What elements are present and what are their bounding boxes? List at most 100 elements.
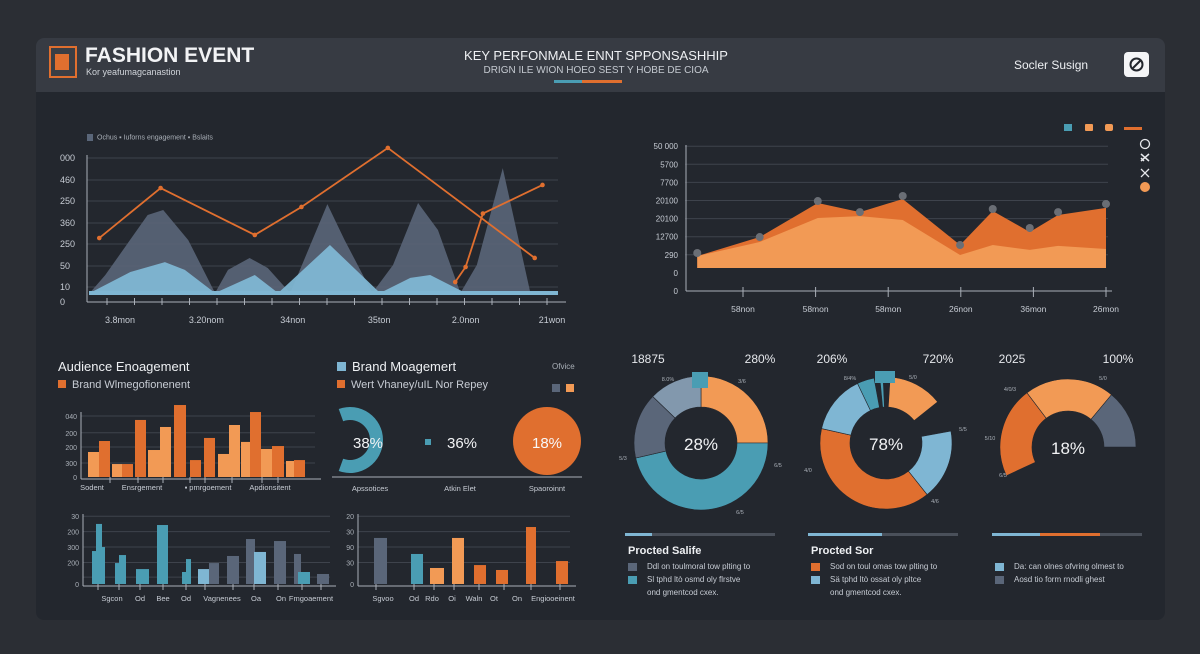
legend-swatch <box>811 562 820 571</box>
footer-legend-item: Aosd tio form rnodli ghest <box>995 575 1105 584</box>
orange-dot-icon <box>1140 182 1150 192</box>
bar <box>272 446 284 477</box>
bar <box>452 537 464 584</box>
progress-bar <box>808 533 958 536</box>
data-marker <box>755 233 764 242</box>
bar <box>254 551 266 584</box>
item-label: Spaoroinnt <box>529 484 566 493</box>
bar <box>198 569 209 584</box>
value-label: 36% <box>447 435 477 452</box>
y-tick-label: 300 <box>65 461 77 468</box>
y-tick-label: 90 <box>346 545 354 552</box>
x-tick-label: Apdionsitent <box>249 483 291 492</box>
y-tick-label: 10 <box>60 282 70 292</box>
bar <box>136 569 149 584</box>
donut-slice <box>635 442 769 511</box>
bar <box>227 555 239 584</box>
area-series-1 <box>89 245 559 293</box>
bar <box>190 460 201 477</box>
x-tick-label: 58non <box>731 304 755 314</box>
x-tick-label: 3.20nom <box>189 315 224 325</box>
bar <box>182 571 186 584</box>
brand-title-text: Brand Moagemert <box>352 359 457 374</box>
chart1-legend: Ochus ▪ Iuforns engagement ▪ Bslaits <box>87 134 213 141</box>
y-tick-label: 200 <box>67 560 79 567</box>
legend-swatch <box>628 589 637 597</box>
legend-swatch <box>337 362 346 371</box>
line-series-0 <box>98 146 536 259</box>
top-right-label: 100% <box>1103 352 1134 366</box>
x-tick-label: Ensrgement <box>122 483 163 492</box>
x-tick-label: Waln <box>466 594 483 603</box>
x-tick-label: Oi <box>448 594 456 603</box>
brand-corner-swatches <box>552 379 574 397</box>
value-label: 18% <box>532 435 562 452</box>
user-label[interactable]: Socler Susign <box>1014 58 1089 72</box>
orange-square-icon <box>566 384 574 392</box>
top-right-label: 720% <box>923 352 954 366</box>
callout-label: 3/6 <box>738 379 746 385</box>
bar <box>218 453 229 477</box>
y-tick-label: 0 <box>674 287 679 296</box>
callout-label: 5/0 <box>1099 376 1107 382</box>
y-tick-label: 0 <box>73 475 77 482</box>
line-point <box>299 204 304 210</box>
x-tick-label: Od <box>135 594 145 603</box>
center-value: 78% <box>869 435 903 454</box>
x-tick-label: Bee <box>156 594 169 603</box>
bar <box>96 523 102 584</box>
x-tick-label: Fmgoaement <box>289 594 334 603</box>
y-tick-label: 0 <box>60 297 65 307</box>
bar <box>209 563 219 584</box>
legend-swatch <box>811 575 820 584</box>
x-tick-label: Sgcon <box>101 594 122 603</box>
x-tick-label: Rdo <box>425 594 439 603</box>
orange-circle <box>513 407 581 475</box>
legend-swatch <box>58 380 66 388</box>
callout-label: 5/3 <box>619 456 627 462</box>
data-marker <box>855 208 864 217</box>
bar <box>274 541 286 584</box>
y-tick-label: 250 <box>60 239 75 249</box>
bar <box>286 460 294 477</box>
top-right-label: 280% <box>745 352 776 366</box>
x-tick-label: Oa <box>251 594 262 603</box>
top-left-label: 206% <box>817 352 848 366</box>
legend-text: Ddl on toulmoral tow plting to <box>647 562 751 571</box>
footer-legend-item: Ddl on toulmoral tow plting to <box>628 562 750 571</box>
callout-label: 4/0 <box>804 468 812 474</box>
callout-label: 5/5 <box>959 427 967 433</box>
data-marker <box>1025 224 1034 233</box>
bar <box>92 551 96 584</box>
bar <box>160 426 171 477</box>
legend-swatch <box>811 589 820 597</box>
y-tick-label: 000 <box>60 153 75 163</box>
progress-bar <box>992 533 1142 536</box>
edit-circle-icon[interactable] <box>1124 52 1149 77</box>
top-left-label: 2025 <box>999 352 1026 366</box>
y-tick-label: 5700 <box>660 160 678 169</box>
callout-label: 5/0 <box>909 375 917 381</box>
header: FASHION EVENT Kor yeafumagcanastion KEY … <box>36 38 1165 92</box>
value-label: 38% <box>353 435 383 452</box>
legend-text: Da: can olnes ofvring olmest to <box>1014 562 1124 571</box>
brand-legend: Wert Vhaney/uIL Nor Repey <box>337 379 488 391</box>
area-series-0 <box>89 168 559 293</box>
y-tick-label: 30 <box>346 530 354 537</box>
legend-swatch <box>995 562 1004 571</box>
area-baseline <box>89 291 558 295</box>
bar <box>374 537 387 584</box>
y-tick-label: 20100 <box>656 197 679 206</box>
bar <box>474 565 486 584</box>
legend-text: ond gmentcod cxex. <box>647 588 719 597</box>
x-tick-label: 34non <box>280 315 305 325</box>
marker-square-icon <box>692 372 708 388</box>
x-tick-label: Vagnenees <box>203 594 241 603</box>
dashboard-panel: FASHION EVENT Kor yeafumagcanastion KEY … <box>36 38 1165 620</box>
x-tick-label: Od <box>409 594 419 603</box>
center-title: KEY PERFONMALE ENNT SPPONSASHHIP <box>464 48 728 63</box>
legend-text: Brand Wlmegofionenent <box>72 379 191 391</box>
audience-legend: Brand Wlmegofionenent <box>58 379 190 391</box>
callout-label: 6/5 <box>774 463 782 469</box>
line-point <box>96 235 102 241</box>
